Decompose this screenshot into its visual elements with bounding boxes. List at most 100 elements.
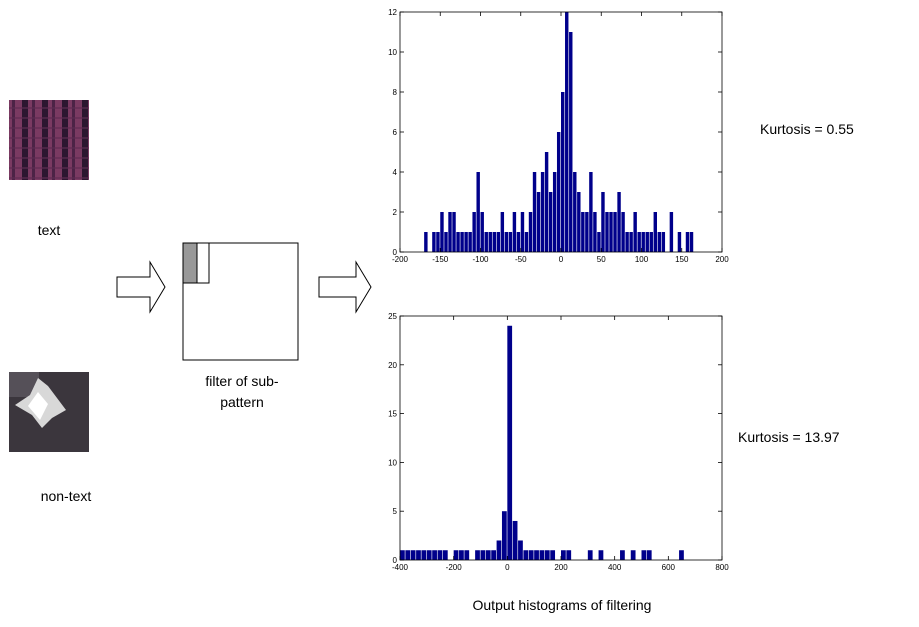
histogram-bar [653,212,657,252]
y-tick-label: 20 [388,361,397,370]
histogram-bar [544,152,549,252]
histogram-bar [496,540,502,560]
y-tick-label: 6 [393,128,398,137]
histogram-bar [440,212,444,252]
filter-label: filter of sub- [205,373,278,389]
histogram-bar [432,232,436,252]
histogram-bar [598,550,604,560]
histogram-bar [464,232,468,252]
x-tick-label: -50 [515,255,527,264]
histogram-bar [577,192,581,252]
sample-label: text [38,222,61,238]
histogram-bar [504,232,509,252]
histogram-bar [400,550,405,560]
y-tick-label: 25 [388,312,397,321]
histogram-bar [593,212,597,252]
histogram-bar [405,550,411,560]
histogram-bar [444,232,448,252]
histogram-bar [512,520,518,560]
histogram-bar [566,550,572,560]
histogram-bar [448,212,452,252]
x-tick-label: -100 [472,255,489,264]
histogram-bar [459,550,464,560]
x-tick-label: 0 [559,255,564,264]
x-tick-label: -400 [392,563,409,572]
x-tick-label: 0 [505,563,510,572]
histogram-bar [617,192,621,252]
filter-label: pattern [220,394,264,410]
histogram-bar [552,172,557,252]
histogram-bar [669,212,674,252]
filter-cell [196,242,210,284]
y-tick-label: 15 [388,410,397,419]
filter-cell [182,242,198,284]
histogram-bar [630,550,636,560]
histogram-bar [569,32,573,252]
histogram-bar [620,550,625,560]
x-tick-label: -200 [392,255,409,264]
histogram-bar [641,232,645,252]
x-tick-label: 150 [675,255,689,264]
histogram-bar [585,212,589,252]
histogram-bar [605,212,609,252]
histogram-bar [480,212,484,252]
histogram-bar [501,511,507,560]
histogram-bar [468,232,472,252]
histogram-bar [657,232,662,252]
x-tick-label: 200 [715,255,729,264]
histogram-bar [424,232,428,252]
histogram-bar [625,232,629,252]
histogram-bar [540,172,545,252]
y-tick-label: 12 [388,8,397,17]
histogram-bar [548,192,553,252]
histogram-bar [485,550,491,560]
histogram-bar [556,132,561,252]
histogram-bar [581,212,585,252]
histogram-bar [476,172,480,252]
histogram-bar [597,232,601,252]
histogram-bar [464,550,470,560]
histogram-bar [500,212,505,252]
histogram-bar [528,550,534,560]
histogram-bar [661,232,666,252]
x-tick-label: 600 [662,563,676,572]
histogram-bar [645,232,649,252]
histogram-bar [613,212,617,252]
x-tick-label: 50 [597,255,606,264]
histogram-bar [637,232,641,252]
histogram-bar [437,550,443,560]
histogram-bar [524,232,529,252]
arrow [116,260,166,314]
histogram-bar [512,212,517,252]
annotation: Kurtosis = 0.55 [760,121,854,137]
histogram-bar [685,232,690,252]
sample-label: non-text [41,488,92,504]
histogram-bar [460,232,464,252]
histogram-bar [523,550,529,560]
histogram-bar [520,212,525,252]
histogram-bar [410,550,416,560]
histogram-bar [426,550,432,560]
histogram-bar [436,232,440,252]
y-tick-label: 8 [393,88,398,97]
plot-frame [399,315,723,561]
histogram-bar [421,550,427,560]
caption: Output histograms of filtering [473,597,652,613]
histogram-bar [633,212,637,252]
histogram-bar [539,550,545,560]
y-tick-label: 0 [393,556,398,565]
histogram-bar [544,550,550,560]
histogram-bar [488,232,492,252]
histogram-bar [416,550,421,560]
histogram-bar [536,192,541,252]
x-tick-label: -200 [446,563,463,572]
y-tick-label: 4 [393,168,398,177]
y-tick-label: 10 [388,48,397,57]
histogram-bar [480,550,486,560]
histogram-bar [528,212,533,252]
histogram-bar [601,192,605,252]
histogram-bar [565,12,569,252]
histogram-bar [453,550,459,560]
histogram-bar [452,212,456,252]
